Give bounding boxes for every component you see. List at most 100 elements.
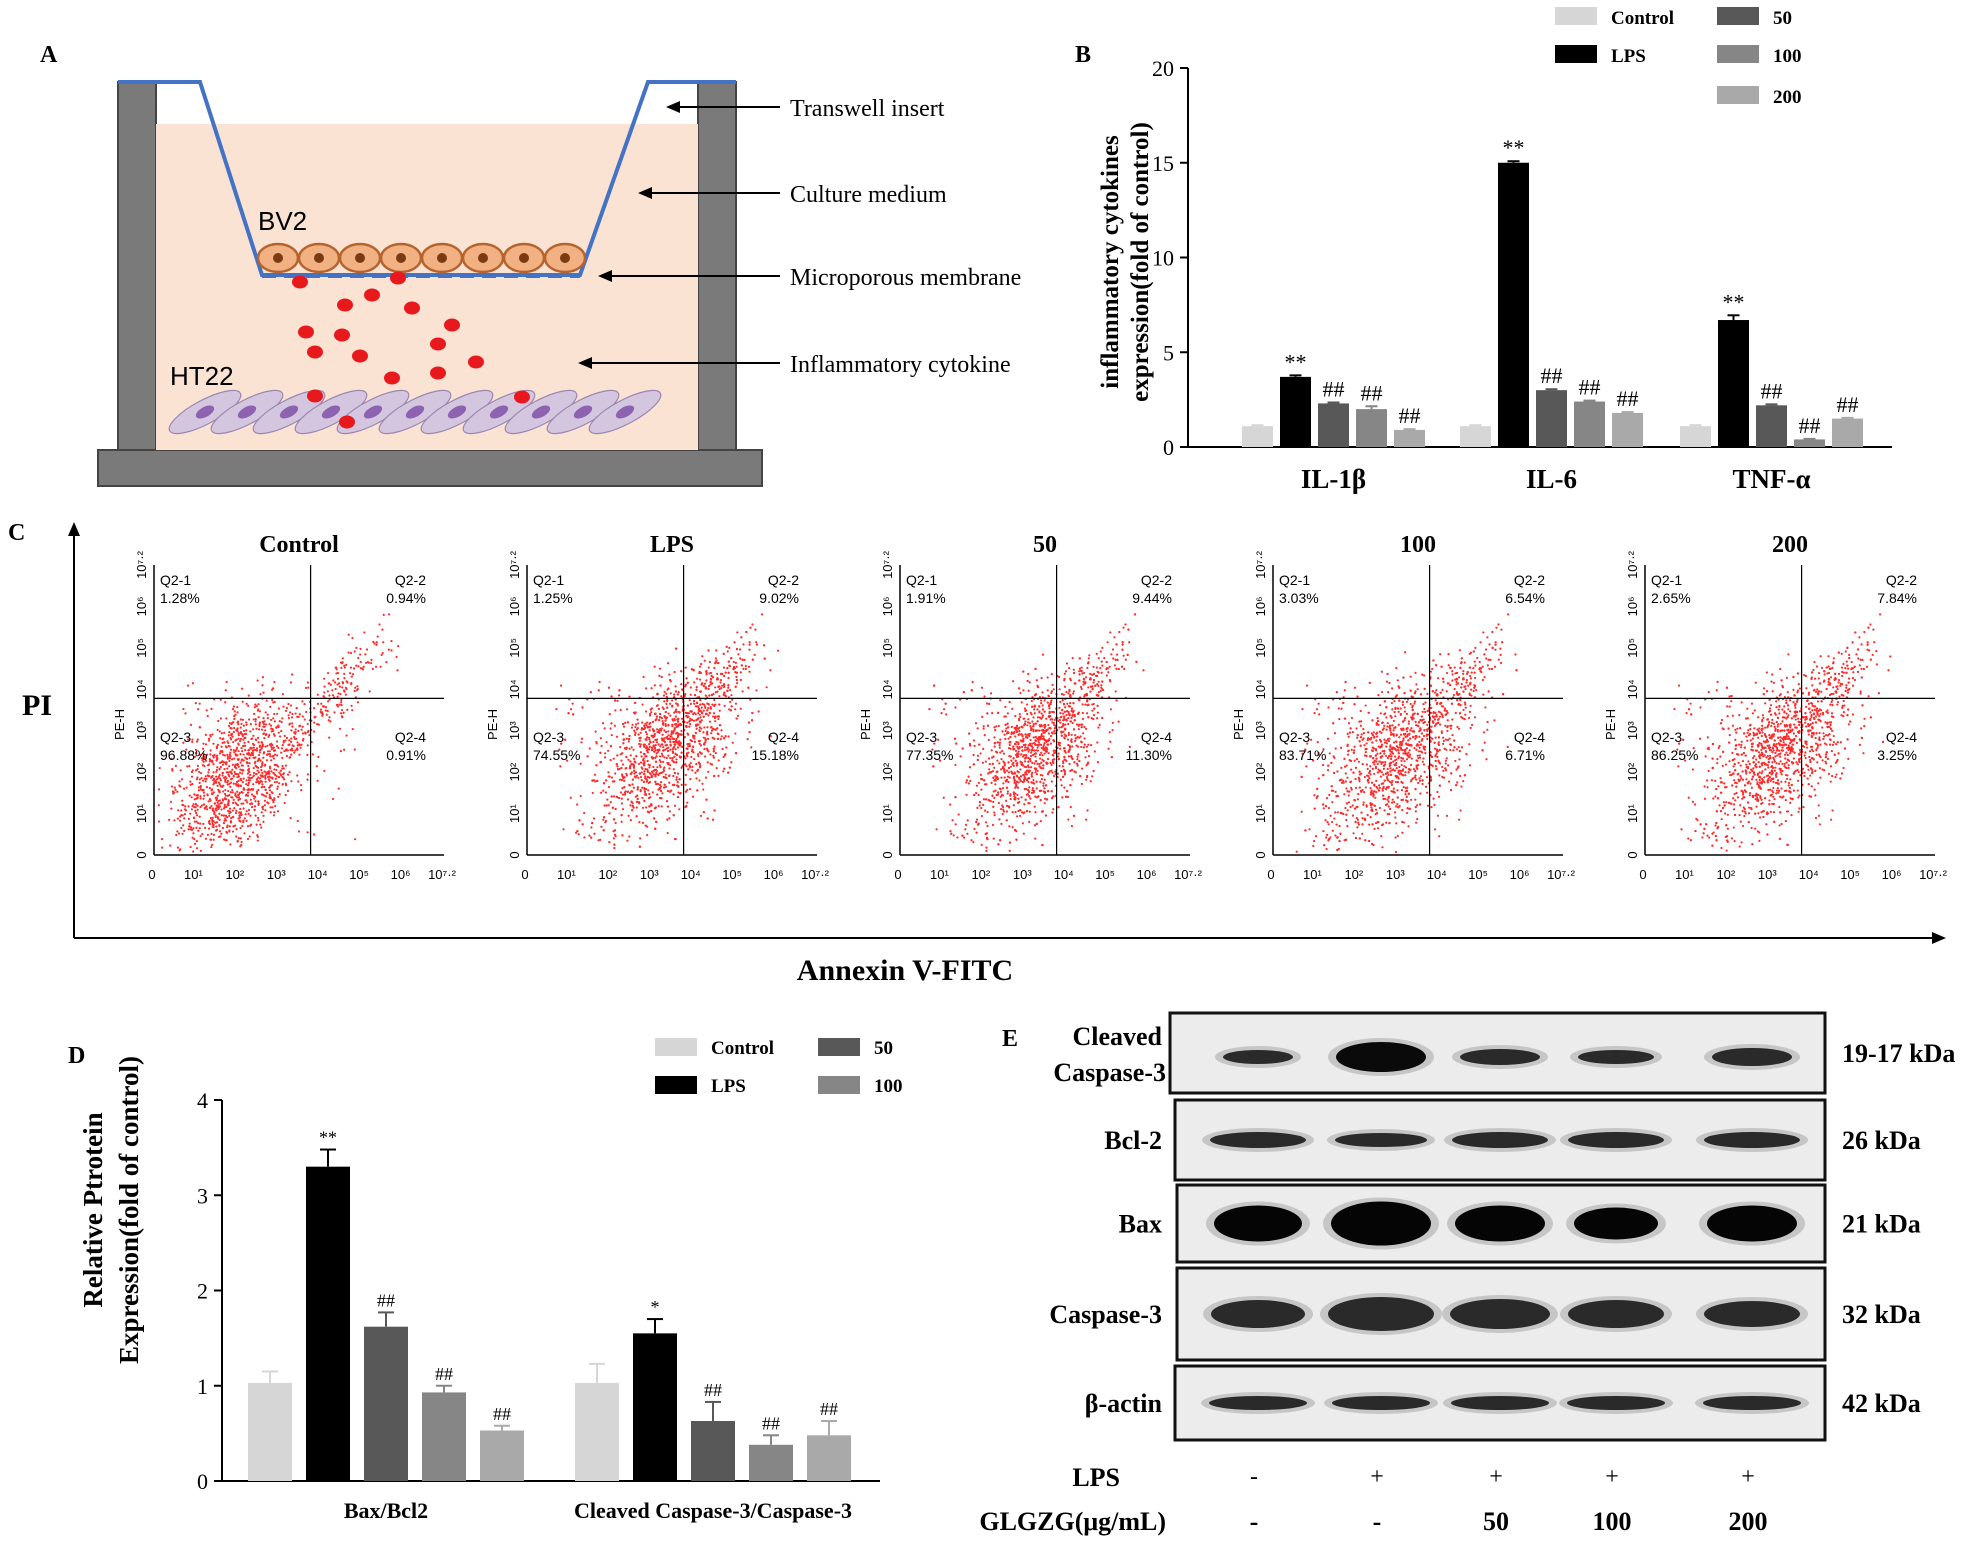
flow-dot <box>351 636 354 640</box>
flow-dot <box>189 780 192 783</box>
flow-dot <box>1071 721 1074 725</box>
flow-dot <box>610 776 614 779</box>
flow-dot <box>220 801 223 805</box>
bv2-nucleus <box>314 253 324 263</box>
flow-dot <box>685 754 688 757</box>
flow-dot <box>1012 748 1015 751</box>
flow-dot <box>207 827 211 830</box>
flow-dot <box>269 795 272 798</box>
flow-dot <box>1054 749 1057 752</box>
flow-dot <box>710 732 713 735</box>
flow-dot <box>748 670 751 673</box>
flow-dot <box>244 756 247 759</box>
flow-dot <box>222 737 225 740</box>
flow-dot <box>1096 670 1099 673</box>
flow-dot <box>676 741 679 744</box>
flow-dot <box>637 733 640 736</box>
flow-dot <box>289 704 293 707</box>
flow-dot <box>355 664 358 667</box>
flow-dot <box>982 725 985 728</box>
flow-dot <box>257 741 260 744</box>
flow-dot <box>705 712 708 715</box>
flow-dot <box>1022 737 1025 740</box>
flow-dot <box>1062 712 1065 715</box>
flow-dot <box>747 665 751 668</box>
flow-dot <box>343 748 346 751</box>
flow-dot <box>250 776 253 780</box>
flow-dot <box>674 685 677 688</box>
flow-dot <box>1005 819 1008 822</box>
flow-dot <box>709 680 712 684</box>
flow-dot <box>1053 727 1057 730</box>
flow-dot <box>1058 741 1061 745</box>
flow-dot <box>1085 750 1088 753</box>
flow-dot <box>233 765 237 768</box>
flow-dot <box>245 721 248 724</box>
flow-dot <box>1101 664 1104 667</box>
flow-dot <box>655 755 658 758</box>
flow-dot <box>192 832 195 835</box>
flow-dot <box>1121 643 1124 646</box>
flow-dot <box>198 753 202 756</box>
flow-dot <box>185 786 188 789</box>
flow-dot <box>1063 716 1066 720</box>
flow-dot <box>645 733 649 736</box>
flow-dot <box>247 812 250 815</box>
flow-dot <box>623 776 626 779</box>
b-bar-50 <box>1536 390 1567 447</box>
flow-dot <box>226 794 229 797</box>
flow-dot <box>693 681 696 684</box>
flow-y-tick: 10⁵ <box>507 638 522 658</box>
flow-dot <box>702 709 705 712</box>
flow-dot <box>1122 654 1125 657</box>
flow-dot <box>238 819 241 822</box>
flow-dot <box>231 816 235 819</box>
flow-dot <box>268 786 271 789</box>
flow-dot <box>594 780 597 783</box>
flow-dot <box>613 780 616 783</box>
flow-dot <box>1041 704 1044 707</box>
flow-dot <box>698 708 701 711</box>
flow-dot <box>648 729 651 732</box>
flow-dot <box>681 745 684 748</box>
flow-dot <box>1085 818 1088 821</box>
flow-dot <box>729 700 732 703</box>
flow-dot <box>207 763 211 766</box>
flow-dot <box>197 789 201 792</box>
flow-dot <box>297 830 301 833</box>
flow-dot <box>1070 738 1073 741</box>
flow-dot <box>1010 725 1013 728</box>
flow-dot <box>266 713 269 716</box>
flow-dot <box>249 798 252 801</box>
flow-dot <box>698 729 701 732</box>
flow-dot <box>643 799 646 802</box>
flow-dot <box>961 747 964 750</box>
flow-dot <box>396 669 399 672</box>
flow-dot <box>665 716 668 719</box>
flow-dot <box>1019 715 1022 719</box>
flow-dot <box>1038 695 1042 699</box>
flow-dot <box>173 786 176 789</box>
flow-dot <box>633 760 636 763</box>
flow-dot <box>1021 822 1024 825</box>
flow-dot <box>1080 723 1083 726</box>
flow-dot <box>346 681 349 684</box>
flow-dot <box>277 707 281 710</box>
flow-dot <box>648 780 652 784</box>
flow-dot <box>663 737 666 740</box>
flow-dot <box>1014 796 1017 800</box>
flow-dot <box>226 780 230 783</box>
flow-dot <box>290 740 293 743</box>
flow-dot <box>341 682 345 685</box>
flow-dot <box>708 660 711 664</box>
flow-dot <box>992 776 995 779</box>
flow-dot <box>653 684 656 687</box>
flow-dot <box>1072 668 1075 671</box>
flow-dot <box>673 693 676 696</box>
flow-dot <box>288 723 291 726</box>
flow-dot <box>1017 747 1020 750</box>
flow-dot <box>1089 678 1092 681</box>
flow-dot <box>1089 672 1092 675</box>
flow-dot <box>751 658 754 661</box>
flow-dot <box>736 631 739 634</box>
